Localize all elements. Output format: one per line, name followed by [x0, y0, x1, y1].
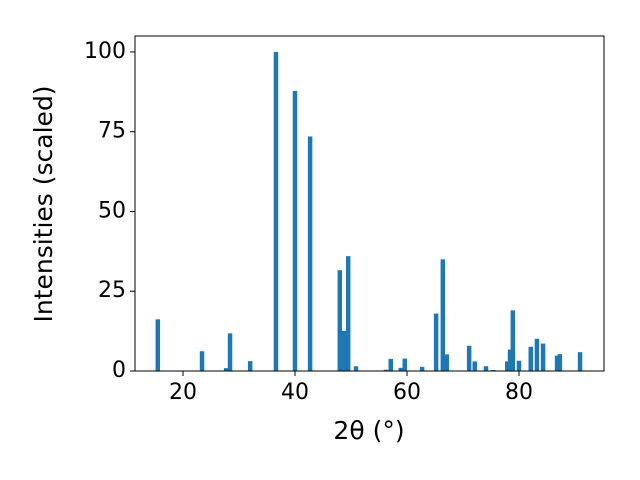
x-tick-label: 80 — [505, 380, 533, 405]
bar — [402, 358, 407, 371]
x-tick-label: 20 — [169, 380, 197, 405]
bar — [557, 354, 563, 371]
bar — [398, 367, 404, 371]
bar — [433, 313, 439, 371]
bar — [155, 319, 161, 371]
bar — [528, 346, 533, 371]
bar — [273, 51, 279, 371]
y-axis-label: Intensities (scaled) — [29, 85, 58, 322]
bar — [444, 354, 449, 371]
y-tick-label: 75 — [98, 119, 126, 144]
bar — [472, 361, 477, 371]
y-tick-label: 0 — [112, 358, 126, 383]
plot-frame — [134, 35, 605, 372]
y-tick-label: 100 — [84, 39, 126, 64]
bar — [307, 136, 313, 371]
bar — [466, 345, 472, 371]
y-tick-label: 25 — [98, 278, 126, 303]
bar — [353, 366, 359, 371]
bar — [540, 343, 546, 371]
x-tick-label: 40 — [281, 380, 309, 405]
bar — [516, 360, 522, 371]
bar — [388, 358, 393, 371]
bar — [504, 361, 510, 371]
x-axis-label: 2θ (°) — [333, 416, 404, 445]
y-tick-label: 50 — [98, 198, 126, 223]
bar — [483, 366, 489, 371]
bar — [507, 349, 513, 371]
bar — [419, 366, 425, 371]
bar — [345, 256, 351, 371]
bar — [292, 90, 298, 371]
bar — [247, 361, 253, 371]
bar — [383, 369, 389, 371]
bar — [223, 368, 229, 371]
bar — [534, 338, 540, 371]
bar — [337, 270, 343, 371]
bar — [199, 351, 205, 371]
bar — [227, 333, 233, 371]
x-tick-label: 60 — [393, 380, 421, 405]
bar — [554, 355, 560, 371]
bar — [510, 310, 516, 371]
bar — [577, 352, 583, 371]
bar — [440, 259, 446, 371]
bar — [341, 330, 347, 371]
